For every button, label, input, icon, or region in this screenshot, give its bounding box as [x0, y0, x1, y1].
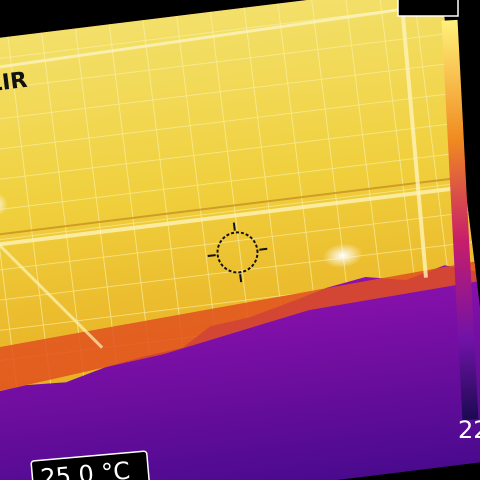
- light-spot: [322, 243, 363, 268]
- scale-max-box: [397, 0, 459, 17]
- spot-temp-box: [30, 450, 151, 480]
- wall-edge: [0, 261, 477, 394]
- spot-temperature: 25.0 °C: [39, 457, 131, 480]
- color-scale: [441, 19, 479, 421]
- beam: [0, 243, 104, 349]
- light-spot: [0, 192, 8, 217]
- ceiling-grid: [0, 0, 476, 394]
- beam: [398, 0, 428, 278]
- crosshair: [207, 222, 268, 283]
- beam: [0, 185, 466, 251]
- beam: [0, 176, 465, 240]
- beam: [0, 2, 443, 76]
- scale-min-label: 22: [458, 416, 480, 444]
